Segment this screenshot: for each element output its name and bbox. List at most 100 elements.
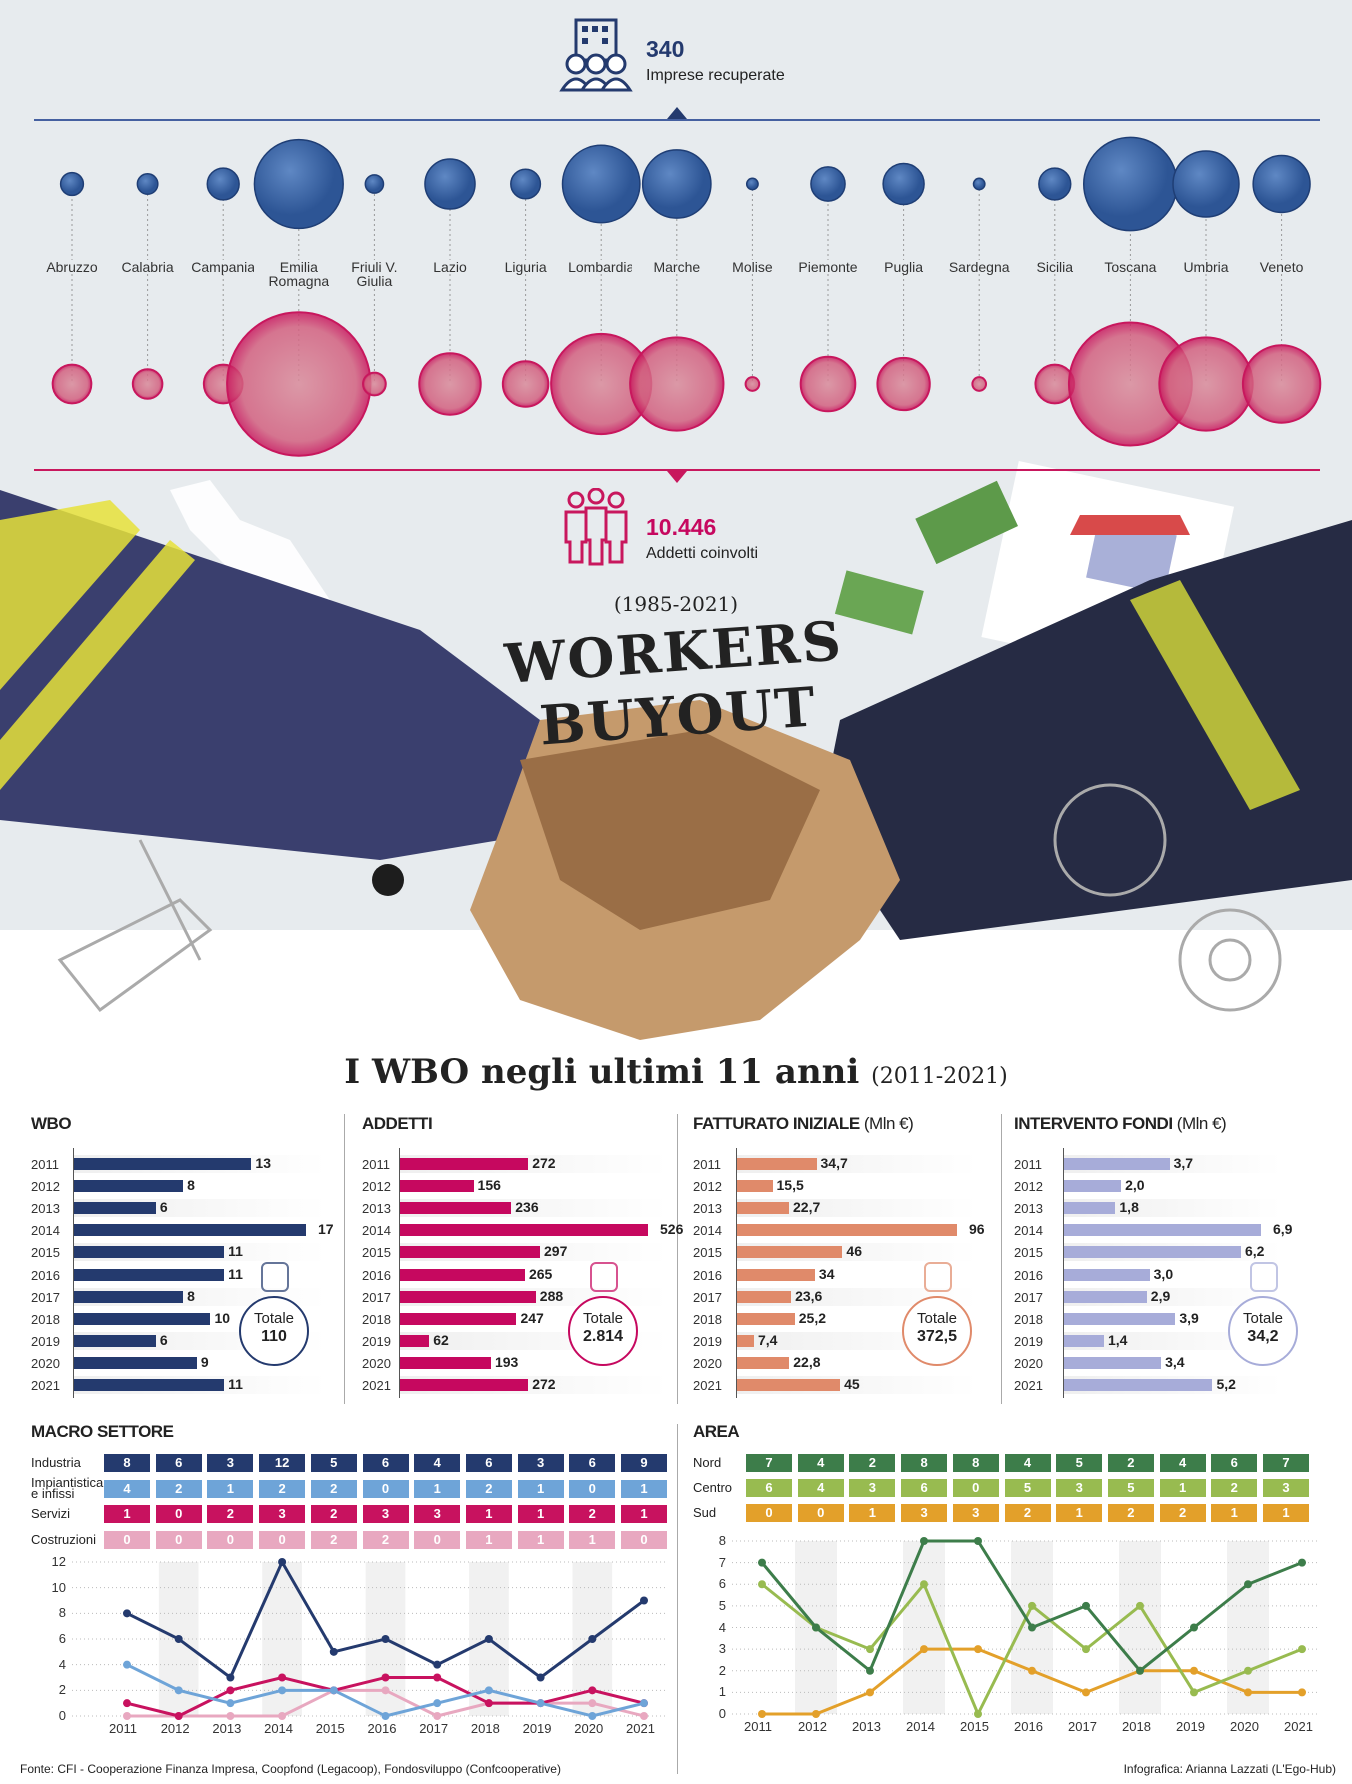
- panel-title-text: FATTURATO INIZIALE: [693, 1114, 860, 1133]
- x-tick-label: 2017: [1068, 1719, 1097, 1734]
- table-cell: 1: [104, 1505, 150, 1523]
- data-point: [433, 1660, 442, 1669]
- year-label: 2012: [31, 1179, 60, 1195]
- table-cell: 6: [362, 1454, 409, 1472]
- bar-value-label: 288: [539, 1287, 564, 1304]
- divider: [677, 1114, 678, 1404]
- bar: [74, 1224, 306, 1237]
- table-cell: 12: [259, 1454, 306, 1472]
- table-cell: 1: [1211, 1504, 1258, 1522]
- data-point: [278, 1712, 287, 1720]
- table-cell: 2: [207, 1505, 254, 1523]
- table-cell: 0: [207, 1530, 254, 1549]
- y-tick-label: 7: [718, 1554, 726, 1570]
- bar-value-label: 23,6: [795, 1287, 823, 1304]
- series-label: Industria: [31, 1455, 81, 1470]
- year-label: 2016: [1014, 1267, 1043, 1283]
- region-label: Toscana: [1085, 260, 1176, 274]
- data-point: [1244, 1666, 1252, 1675]
- table-cell: 0: [569, 1479, 616, 1498]
- year-label: 2012: [362, 1179, 391, 1195]
- bar: [74, 1180, 184, 1193]
- data-point: [812, 1710, 820, 1718]
- table-cell: 8: [952, 1454, 999, 1472]
- year-label: 2017: [31, 1289, 60, 1305]
- bar: [737, 1158, 817, 1170]
- bar: [1064, 1246, 1241, 1259]
- total-value: 110: [261, 1328, 287, 1345]
- year-label: 2011: [693, 1157, 721, 1172]
- data-point: [226, 1673, 235, 1682]
- data-point: [974, 1537, 982, 1545]
- table-cell: 4: [414, 1454, 461, 1472]
- table-cell: 4: [797, 1454, 844, 1472]
- panel-title-text: ADDETTI: [362, 1114, 433, 1133]
- table-cell: 3: [952, 1504, 999, 1522]
- panel-unit: (Mln €): [859, 1114, 914, 1133]
- wrench-icon: [57, 839, 213, 1013]
- total-circle: Totale 372,5: [902, 1296, 972, 1366]
- table-cell: 1: [621, 1479, 667, 1498]
- imprese-bubble: [810, 166, 846, 202]
- data-point: [226, 1686, 235, 1695]
- region-label: Lazio: [405, 260, 495, 274]
- x-tick-label: 2011: [109, 1721, 137, 1736]
- total-value: 2.814: [582, 1328, 624, 1345]
- data-point: [640, 1712, 648, 1720]
- table-cell: 2: [259, 1479, 306, 1498]
- bar-value-label: 297: [544, 1243, 568, 1260]
- triangle-down-icon: [667, 471, 687, 483]
- row-band: [1064, 1331, 1281, 1350]
- bar: [737, 1246, 843, 1259]
- y-tick-label: 6: [718, 1576, 726, 1592]
- table-cell: 0: [414, 1530, 461, 1549]
- bar-value-label: 6: [159, 1199, 168, 1216]
- line-chart: [72, 1558, 666, 1720]
- table-cell: 1: [1263, 1504, 1309, 1522]
- bar-value-label: 3,9: [1179, 1309, 1199, 1326]
- year-label: 2017: [362, 1289, 391, 1305]
- total-label: Totale: [253, 1310, 295, 1327]
- table-cell: 8: [901, 1454, 948, 1472]
- table-cell: 1: [465, 1530, 512, 1549]
- addetti-bubble: [1158, 336, 1254, 432]
- data-point: [640, 1699, 648, 1708]
- bar: [400, 1334, 430, 1347]
- axis-line: [1063, 1148, 1064, 1398]
- imprese-bubble: [424, 158, 476, 210]
- data-point: [920, 1537, 928, 1545]
- year-label: 2013: [1014, 1201, 1043, 1217]
- panel-title-text: INTERVENTO FONDI: [1014, 1114, 1173, 1133]
- addetti-total: 10.446: [646, 514, 717, 540]
- banknote-icon: [915, 480, 1018, 565]
- data-point: [174, 1712, 183, 1720]
- imprese-bubble: [1082, 136, 1178, 232]
- table-cell: 3: [414, 1505, 461, 1523]
- source-note: Fonte: CFI - Cooperazione Finanza Impres…: [20, 1762, 561, 1776]
- bar: [737, 1224, 957, 1237]
- data-point: [329, 1647, 338, 1656]
- table-cell: 2: [569, 1505, 616, 1523]
- imprese-bubble: [561, 144, 641, 224]
- bar-value-label: 9: [200, 1353, 209, 1370]
- period-label: (1985-2021): [613, 592, 739, 616]
- bar: [400, 1312, 517, 1325]
- year-label: 2015: [693, 1245, 722, 1261]
- addetti-bubble: [971, 376, 988, 392]
- table-cell: 2: [1159, 1504, 1206, 1522]
- table-cell: 5: [1004, 1479, 1051, 1497]
- region-label: Molise: [707, 260, 798, 274]
- table-cell: 3: [207, 1454, 254, 1472]
- bar-value-label: 5,2: [1216, 1376, 1236, 1392]
- total-label: Totale: [916, 1310, 958, 1327]
- x-tick-label: 2012: [160, 1721, 190, 1736]
- table-cell: 7: [746, 1454, 792, 1472]
- x-tick-label: 2019: [522, 1721, 552, 1736]
- bar: [1064, 1356, 1162, 1369]
- addetti-bubble: [131, 368, 164, 400]
- data-point: [1082, 1645, 1090, 1654]
- buildings-icon: [261, 1262, 289, 1292]
- table-cell: 3: [1263, 1479, 1309, 1497]
- data-point: [381, 1712, 390, 1720]
- imprese-bubble: [1038, 167, 1072, 201]
